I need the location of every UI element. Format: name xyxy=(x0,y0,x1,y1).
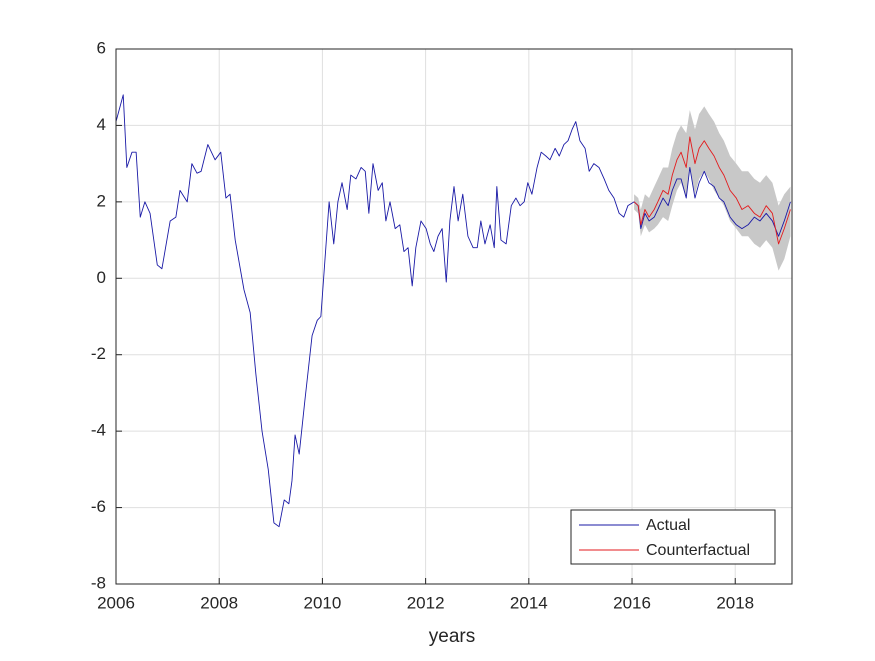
y-tick-label: 4 xyxy=(97,115,106,134)
x-tick-label: 2016 xyxy=(613,593,651,612)
data-line xyxy=(633,136,791,245)
x-tick-label: 2010 xyxy=(303,593,341,612)
legend-label: Counterfactual xyxy=(646,542,750,559)
data-line xyxy=(115,94,791,528)
x-tick-label: 2012 xyxy=(407,593,445,612)
axes-box xyxy=(115,48,793,585)
x-axis-label: years xyxy=(429,626,475,647)
y-tick-label: 2 xyxy=(97,191,106,210)
y-tick-label: -4 xyxy=(91,421,106,440)
y-tick-label: -2 xyxy=(91,344,106,363)
x-tick-label: 2018 xyxy=(716,593,754,612)
legend: Actual Counterfactual xyxy=(570,509,776,565)
x-tick-label: 2014 xyxy=(510,593,548,612)
x-tick-label: 2008 xyxy=(200,593,238,612)
y-tick-label: -8 xyxy=(91,573,106,592)
y-tick-label: 0 xyxy=(97,268,106,287)
y-tick-label: 6 xyxy=(97,38,106,57)
confidence-band xyxy=(634,106,791,271)
legend-box xyxy=(570,509,776,565)
x-tick-label: 2006 xyxy=(97,593,135,612)
legend-label: Actual xyxy=(646,517,690,534)
y-tick-label: -6 xyxy=(91,497,106,516)
